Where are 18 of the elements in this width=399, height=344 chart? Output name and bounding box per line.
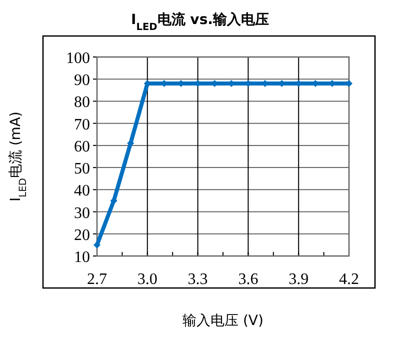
y-tick-label: 10	[74, 249, 90, 266]
x-axis-title: 输入电压 (V)	[182, 313, 264, 329]
x-tick-label: 4.2	[339, 271, 359, 288]
y-tick-label: 90	[74, 72, 90, 90]
x-tick-label: 3.6	[238, 271, 258, 288]
y-tick-label: 70	[74, 116, 90, 134]
y-tick-label: 100	[66, 50, 90, 67]
y-tick-label: 50	[74, 160, 90, 178]
y-tick-label: 80	[74, 94, 90, 112]
x-tick-label: 3.3	[188, 271, 208, 288]
chart-title: I$_{LED}$电流 vs.输入电压	[131, 11, 269, 32]
y-tick-label: 40	[74, 182, 90, 200]
y-tick-label: 20	[74, 226, 90, 244]
y-tick-label: 30	[74, 204, 90, 222]
x-tick-label: 3.9	[288, 271, 309, 288]
x-tick-label: 3.0	[137, 271, 158, 288]
x-tick-label: 2.7	[87, 271, 107, 288]
y-tick-label: 60	[74, 138, 90, 156]
